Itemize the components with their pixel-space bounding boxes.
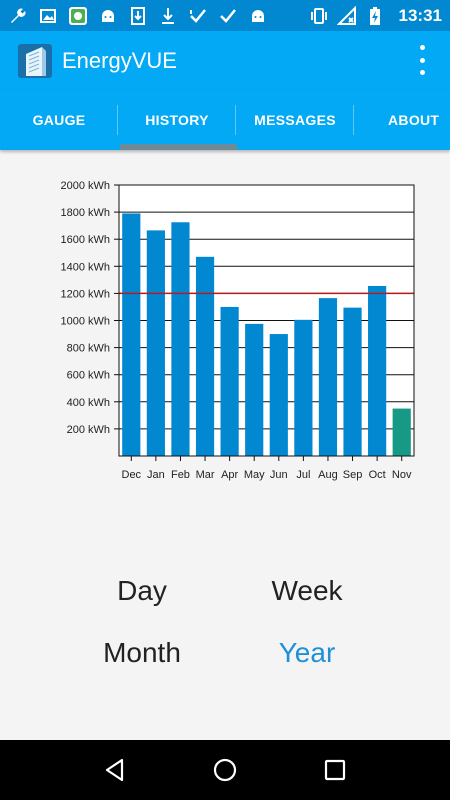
status-clock: 13:31: [398, 5, 442, 25]
system-icons: 13:31: [309, 5, 442, 26]
wrench-icon: [8, 6, 28, 26]
range-week-button[interactable]: Week: [271, 575, 343, 606]
check-icon: [218, 6, 238, 26]
tab-gauge[interactable]: GAUGE: [0, 90, 118, 150]
plot-frame: [118, 184, 415, 457]
recents-icon[interactable]: [320, 755, 350, 785]
y-tick-label: 2000 kWh: [60, 180, 110, 192]
y-tick-label: 1000 kWh: [60, 316, 110, 328]
x-tick-label: Mar: [196, 469, 215, 481]
x-tick-label: Jan: [147, 469, 165, 481]
y-tick-label: 1400 kWh: [60, 261, 110, 273]
energyvue-logo-icon: [18, 43, 52, 78]
bar-apr: [220, 306, 239, 456]
history-bar-chart: 200 kWh 400 kWh 600 kWh 800 kWh 1000 kWh 1200…: [60, 180, 415, 481]
y-tick-label: 1800 kWh: [60, 207, 110, 219]
tab-about-label: ABOUT: [388, 112, 440, 128]
x-tick-label: Jun: [270, 469, 288, 481]
bar-feb: [171, 222, 190, 456]
app-bar: EnergyVUE: [0, 31, 450, 90]
tab-messages[interactable]: MESSAGES: [236, 90, 354, 150]
bar-jan: [146, 230, 165, 456]
battery-charging-icon: [365, 6, 385, 26]
range-year-button[interactable]: Year: [278, 637, 336, 668]
vibrate-icon: [309, 6, 329, 26]
selected-tab-indicator: [120, 144, 237, 150]
y-tick-label: 200 kWh: [67, 424, 110, 436]
x-tick-label: May: [244, 469, 265, 481]
x-tick-label: Dec: [122, 469, 142, 481]
android-box-icon: [68, 6, 88, 26]
status-bar: 13:31: [0, 0, 450, 31]
bar-nov: [392, 408, 411, 456]
y-tick-label: 1200 kWh: [60, 288, 110, 300]
y-tick-label: 600 kWh: [67, 370, 110, 382]
app-title: EnergyVUE: [62, 47, 177, 73]
tab-gauge-label: GAUGE: [32, 112, 86, 128]
x-tick-label: Nov: [392, 469, 412, 481]
bar-aug: [318, 298, 338, 456]
back-icon[interactable]: [100, 755, 130, 785]
bar-jul: [294, 319, 313, 456]
energy-history-chart: 200 kWh 400 kWh 600 kWh 800 kWh 1000 kWh 1200…: [0, 150, 450, 510]
download-icon: [158, 6, 178, 26]
android-icon: [98, 6, 118, 26]
bar-oct: [368, 285, 387, 456]
image-icon: [38, 6, 58, 26]
download-icon: [128, 6, 148, 26]
x-tick-label: Sep: [343, 469, 363, 481]
notification-icons: [8, 6, 309, 26]
tab-divider: [117, 105, 118, 135]
x-tick-label: Aug: [318, 469, 338, 481]
x-tick-label: Feb: [171, 469, 190, 481]
check-icon: [188, 6, 208, 26]
bar-mar: [195, 256, 215, 456]
bar-may: [245, 323, 264, 456]
home-icon[interactable]: [210, 755, 240, 785]
bar-dec: [122, 213, 141, 456]
tab-history[interactable]: HISTORY: [118, 90, 236, 150]
tab-about[interactable]: ABOUT: [354, 90, 450, 150]
android-icon: [248, 6, 268, 26]
y-tick-label: 400 kWh: [67, 397, 110, 409]
tab-divider: [235, 105, 236, 135]
tab-messages-label: MESSAGES: [254, 112, 336, 128]
navigation-bar: [0, 740, 450, 800]
x-tick-label: Jul: [296, 469, 310, 481]
x-tick-label: Oct: [369, 469, 386, 481]
tab-divider: [353, 105, 354, 135]
bar-jun: [269, 334, 288, 456]
bar-sep: [343, 307, 362, 456]
signal-off-icon: [336, 5, 357, 26]
tab-bar: GAUGE HISTORY MESSAGES ABOUT: [0, 90, 450, 150]
y-tick-label: 800 kWh: [67, 343, 110, 355]
tab-history-label: HISTORY: [145, 112, 209, 128]
y-tick-label: 1600 kWh: [60, 234, 110, 246]
overflow-menu-icon[interactable]: [416, 45, 428, 75]
range-day-button[interactable]: Day: [117, 575, 167, 606]
x-tick-label: Apr: [221, 469, 238, 481]
range-month-button[interactable]: Month: [103, 637, 181, 668]
